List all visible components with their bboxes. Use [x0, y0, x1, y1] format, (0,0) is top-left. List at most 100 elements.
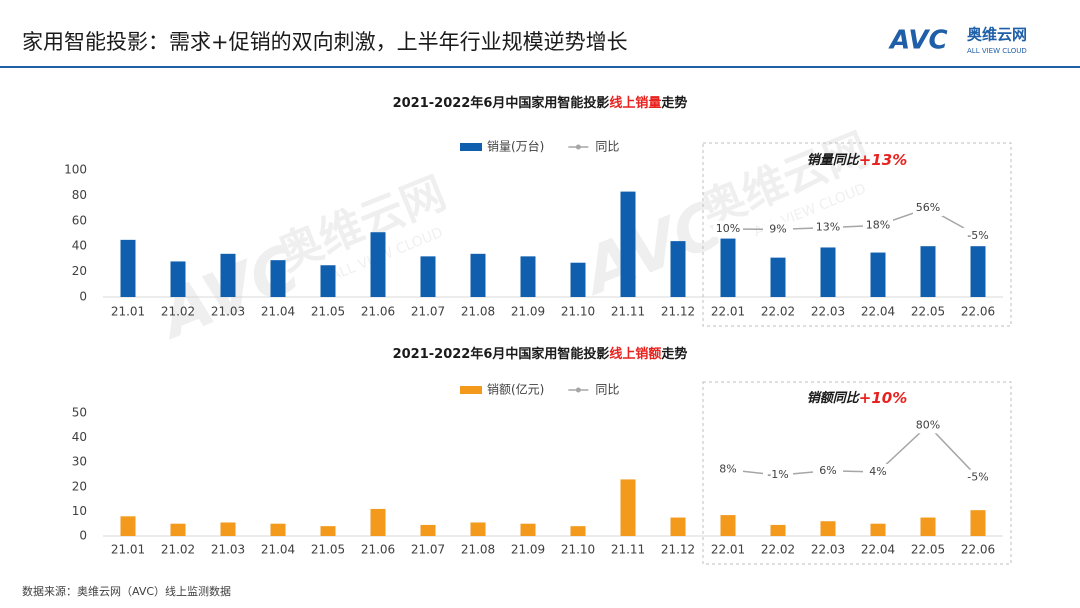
data-label: 10% [716, 222, 740, 235]
bar [870, 252, 886, 297]
bar [420, 256, 436, 297]
chart-title-part: 线上销额 [609, 346, 661, 362]
legend-label: 销量(万台) [487, 139, 544, 154]
chart-title-part: 2021-2022年6月中国家用智能投影 [393, 346, 610, 362]
x-tick-label: 21.12 [661, 543, 695, 557]
data-label: 56% [916, 201, 940, 214]
label-bg [763, 467, 793, 484]
bar [970, 510, 986, 536]
bar [470, 253, 486, 297]
y-tick-label: 20 [72, 479, 87, 493]
x-tick-label: 21.08 [461, 305, 495, 319]
label-bg [963, 469, 993, 486]
bar [170, 261, 186, 297]
logo-mark: AVC [888, 26, 948, 56]
legend-dot [575, 144, 581, 150]
x-tick-label: 21.03 [211, 543, 245, 557]
x-tick-label: 22.03 [811, 543, 845, 557]
x-tick-label: 21.09 [511, 543, 545, 557]
bar [120, 239, 136, 297]
bar [770, 524, 786, 536]
x-tick-label: 22.04 [861, 305, 895, 319]
data-label: -5% [967, 471, 988, 484]
bar [620, 191, 636, 297]
data-label: 8% [719, 463, 736, 476]
x-tick-label: 21.02 [161, 305, 195, 319]
y-tick-label: 50 [72, 406, 87, 420]
legend-label: 同比 [595, 140, 619, 154]
bar [120, 516, 136, 536]
bar [570, 526, 586, 536]
annotation-part: 销量同比 [807, 152, 861, 168]
label-bg [863, 464, 893, 481]
legend-label: 同比 [595, 383, 619, 397]
chart-title-part: 走势 [661, 346, 687, 362]
label-bg [913, 417, 943, 434]
y-tick-label: 80 [72, 188, 87, 202]
legend-label: 销额(亿元) [487, 382, 544, 397]
y-tick-label: 20 [72, 264, 87, 278]
bar [520, 523, 536, 536]
x-tick-label: 22.01 [711, 543, 745, 557]
legend-dot [575, 387, 581, 393]
x-tick-label: 21.02 [161, 543, 195, 557]
annotation: 销额同比+10% [807, 389, 908, 407]
chart-title: 2021-2022年6月中国家用智能投影线上销量走势 [393, 95, 688, 111]
x-tick-label: 22.02 [761, 305, 795, 319]
data-label: 4% [869, 465, 886, 478]
label-bg [913, 200, 943, 217]
x-tick-label: 21.06 [361, 305, 395, 319]
x-tick-label: 22.03 [811, 305, 845, 319]
data-label: 6% [819, 464, 836, 477]
label-bg [713, 461, 743, 478]
chart-title-part: 走势 [661, 95, 687, 111]
bar [870, 523, 886, 536]
bar [620, 479, 636, 536]
highlight-box [702, 381, 1012, 565]
x-tick-label: 22.05 [911, 543, 945, 557]
logo-name: 奥维云网 [967, 26, 1027, 44]
y-tick-label: 60 [72, 213, 87, 227]
bar [720, 238, 736, 297]
label-bg [863, 217, 893, 234]
x-tick-label: 21.04 [261, 305, 295, 319]
bar [820, 521, 836, 536]
bar [370, 508, 386, 536]
bar [720, 515, 736, 536]
highlight-box [702, 142, 1012, 327]
bar [670, 517, 686, 536]
legend-swatch [460, 386, 482, 394]
y-tick-label: 0 [79, 529, 87, 543]
y-tick-label: 0 [79, 290, 87, 304]
bar [470, 522, 486, 536]
annotation-part: +10% [859, 389, 907, 407]
slide-title: 家用智能投影：需求+促销的双向刺激，上半年行业规模逆势增长 [22, 30, 628, 54]
chart-title: 2021-2022年6月中国家用智能投影线上销额走势 [393, 346, 688, 362]
y-tick-label: 40 [72, 430, 87, 444]
x-tick-label: 21.10 [561, 305, 595, 319]
label-bg [813, 462, 843, 479]
bar [970, 246, 986, 297]
bar [370, 232, 386, 297]
x-tick-label: 21.05 [311, 305, 345, 319]
x-tick-label: 21.09 [511, 305, 545, 319]
y-tick-label: 40 [72, 239, 87, 253]
x-tick-label: 22.06 [961, 305, 995, 319]
annotation: 销量同比+13% [807, 151, 908, 169]
bar [270, 260, 286, 297]
x-tick-label: 22.02 [761, 543, 795, 557]
x-tick-label: 21.08 [461, 543, 495, 557]
x-tick-label: 21.07 [411, 305, 445, 319]
bar [770, 257, 786, 297]
bar [320, 265, 336, 297]
bar [270, 523, 286, 536]
x-tick-label: 21.05 [311, 543, 345, 557]
y-tick-label: 100 [64, 163, 87, 177]
logo-sub: ALL VIEW CLOUD [967, 47, 1027, 55]
label-bg [963, 227, 993, 244]
bar [920, 246, 936, 297]
label-bg [763, 221, 793, 238]
bar [220, 253, 236, 297]
label-bg [713, 220, 743, 237]
